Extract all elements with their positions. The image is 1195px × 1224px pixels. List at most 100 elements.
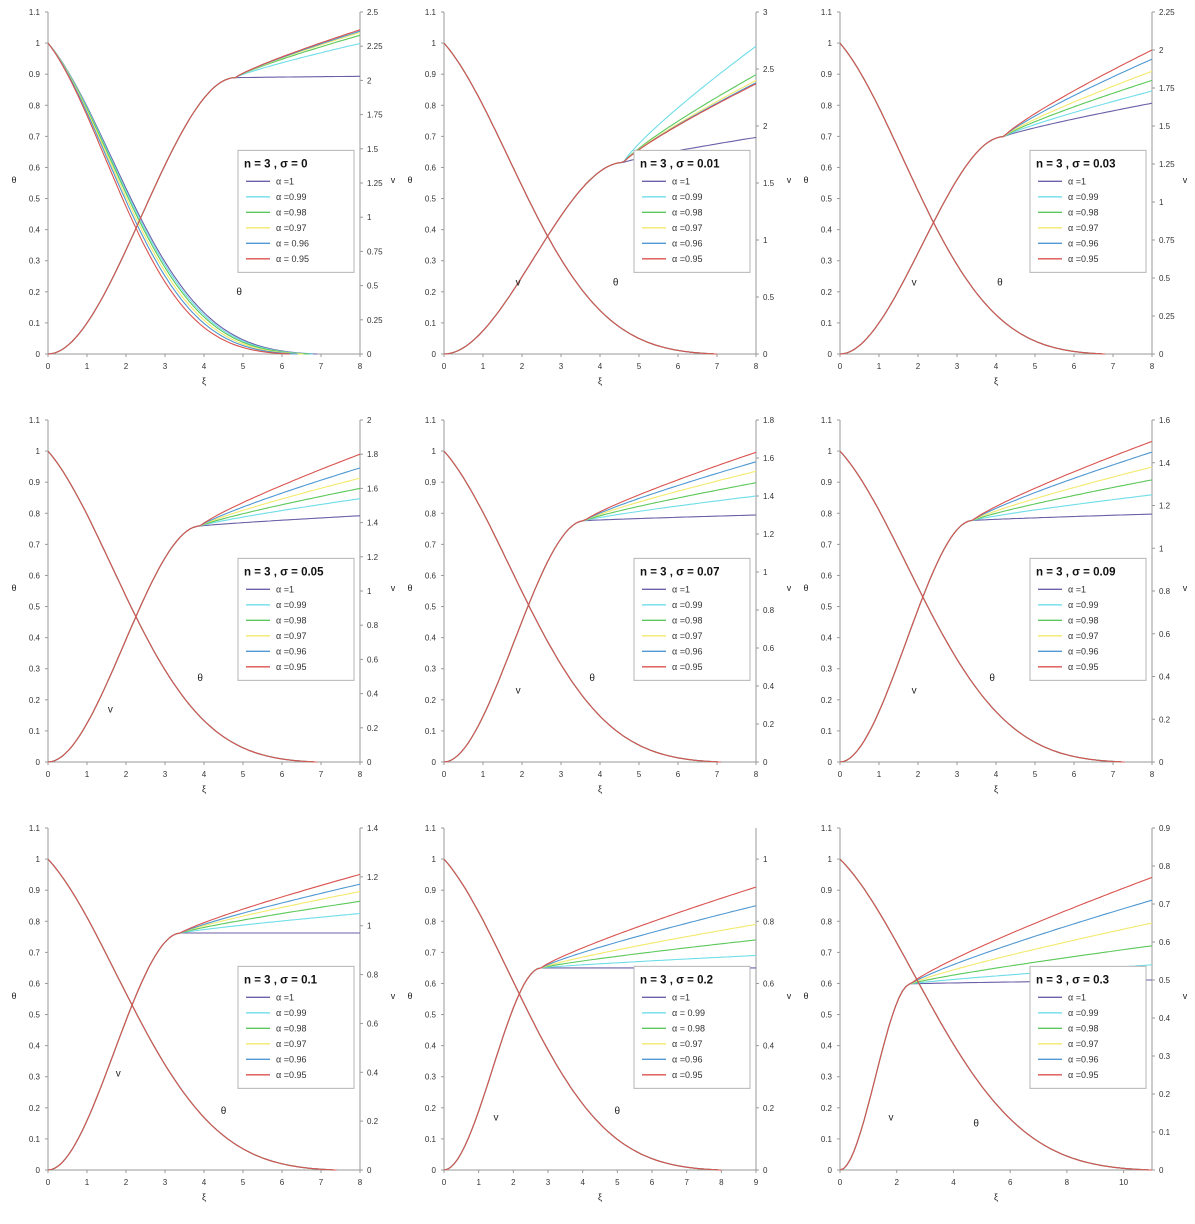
y-left-tick-label: 1.1 [821, 416, 833, 425]
y-right-tick-label: 1 [367, 213, 372, 222]
legend-item-label: α =0.95 [276, 662, 306, 672]
y-right-tick-label: 3 [763, 8, 768, 17]
theta-series-line [47, 858, 337, 1171]
y-right-tick-label: 1 [763, 855, 768, 864]
y-right-tick-label: 0.6 [763, 979, 775, 988]
x-tick-label: 2 [895, 1178, 900, 1187]
y-right-tick-label: 1.8 [367, 450, 379, 459]
x-tick-label: 0 [442, 1178, 447, 1187]
y-right-tick-label: 0.25 [1159, 312, 1175, 321]
y-left-tick-label: 0.8 [29, 101, 41, 110]
y-left-axis-label: θ [407, 583, 412, 593]
x-tick-label: 2 [124, 362, 129, 371]
legend-item-label: α =0.99 [672, 600, 702, 610]
legend-item-label: α =0.98 [1068, 615, 1098, 625]
legend-item-label: α = 0.95 [276, 254, 309, 264]
y-left-axis-label: θ [11, 583, 16, 593]
y-left-tick-label: 0 [828, 758, 833, 767]
y-right-axis-label: v [787, 175, 791, 185]
y-left-tick-label: 0.6 [29, 979, 41, 988]
x-tick-label: 7 [319, 770, 324, 779]
y-right-tick-label: 0 [763, 350, 768, 359]
y-right-tick-label: 0.5 [1159, 976, 1171, 985]
y-right-axis-label: v [391, 991, 395, 1001]
x-tick-label: 6 [676, 770, 681, 779]
x-tick-label: 1 [481, 770, 486, 779]
x-tick-label: 4 [994, 770, 999, 779]
legend-item-label: α =0.96 [672, 238, 702, 248]
y-right-tick-label: 1 [763, 236, 768, 245]
y-right-tick-label: 0.6 [1159, 630, 1171, 639]
x-tick-label: 8 [754, 770, 759, 779]
x-tick-label: 1 [877, 770, 882, 779]
y-right-tick-label: 1.5 [763, 179, 775, 188]
legend-item-label: α =0.95 [672, 254, 702, 264]
legend-item-label: α =0.97 [1068, 631, 1098, 641]
y-left-tick-label: 0.2 [821, 696, 833, 705]
y-left-axis-label: θ [803, 583, 808, 593]
curve-annotation: θ [197, 673, 203, 684]
y-left-tick-label: 1.1 [425, 416, 437, 425]
y-right-tick-label: 0.75 [1159, 236, 1175, 245]
y-left-tick-label: 0.6 [821, 979, 833, 988]
y-left-tick-label: 0.9 [821, 886, 833, 895]
theta-series-line [47, 42, 304, 355]
y-left-tick-label: 0.4 [821, 226, 833, 235]
curve-annotation: θ [989, 673, 995, 684]
v-series-line [47, 453, 361, 763]
legend-item-label: α =0.96 [276, 1054, 306, 1064]
y-right-tick-label: 2.5 [367, 8, 379, 17]
y-left-axis-label: θ [11, 175, 16, 185]
y-left-tick-label: 0.2 [425, 696, 437, 705]
x-tick-label: 8 [358, 1178, 363, 1187]
x-tick-label: 7 [319, 362, 324, 371]
y-right-tick-label: 0.2 [1159, 715, 1171, 724]
y-right-axis-label: v [1183, 175, 1187, 185]
legend-item-label: α =0.95 [276, 1070, 306, 1080]
legend-item-label: α =0.95 [1068, 662, 1098, 672]
y-left-tick-label: 0.5 [29, 195, 41, 204]
y-left-tick-label: 0.2 [29, 1104, 41, 1113]
x-tick-label: 0 [838, 770, 843, 779]
legend-box [633, 557, 751, 681]
legend-item-label: α =1 [1068, 992, 1086, 1002]
x-tick-label: 6 [1008, 1178, 1013, 1187]
x-tick-label: 7 [715, 362, 720, 371]
y-right-tick-label: 1.8 [763, 416, 775, 425]
y-right-tick-label: 0.4 [367, 1068, 379, 1077]
y-right-tick-label: 1 [763, 568, 768, 577]
curve-annotation: θ [236, 287, 242, 298]
x-tick-label: 2 [916, 770, 921, 779]
x-axis-label: ξ [598, 1192, 602, 1202]
y-left-tick-label: 0.4 [29, 1042, 41, 1051]
v-series-line [47, 29, 361, 355]
legend-item-label: α =0.96 [1068, 238, 1098, 248]
y-left-tick-label: 0.1 [821, 319, 833, 328]
x-axis-label: ξ [994, 784, 998, 794]
x-tick-label: 8 [1065, 1178, 1070, 1187]
y-right-tick-label: 0.75 [367, 247, 383, 256]
y-left-tick-label: 0.8 [29, 917, 41, 926]
y-left-tick-label: 1.1 [29, 824, 41, 833]
y-right-tick-label: 0.4 [367, 690, 379, 699]
y-left-tick-label: 1 [432, 855, 437, 864]
y-right-tick-label: 1.75 [1159, 84, 1175, 93]
y-left-tick-label: 0.4 [425, 226, 437, 235]
y-left-tick-label: 0.5 [29, 1011, 41, 1020]
curve-annotation: v [912, 278, 917, 289]
y-left-tick-label: 1 [828, 39, 833, 48]
y-right-axis-label: v [391, 175, 395, 185]
y-left-axis-label: θ [407, 991, 412, 1001]
y-right-tick-label: 0.2 [1159, 1090, 1171, 1099]
y-left-tick-label: 0.2 [425, 288, 437, 297]
y-right-tick-label: 0.7 [1159, 900, 1171, 909]
legend-item-label: α =0.97 [276, 223, 306, 233]
y-left-tick-label: 0.3 [821, 665, 833, 674]
y-left-tick-label: 0.7 [425, 132, 437, 141]
legend-box [633, 965, 751, 1089]
y-left-tick-label: 0.6 [425, 571, 437, 580]
x-tick-label: 6 [1072, 362, 1077, 371]
y-left-tick-label: 0 [828, 350, 833, 359]
x-axis-label: ξ [598, 376, 602, 386]
curve-annotation: v [912, 686, 917, 697]
